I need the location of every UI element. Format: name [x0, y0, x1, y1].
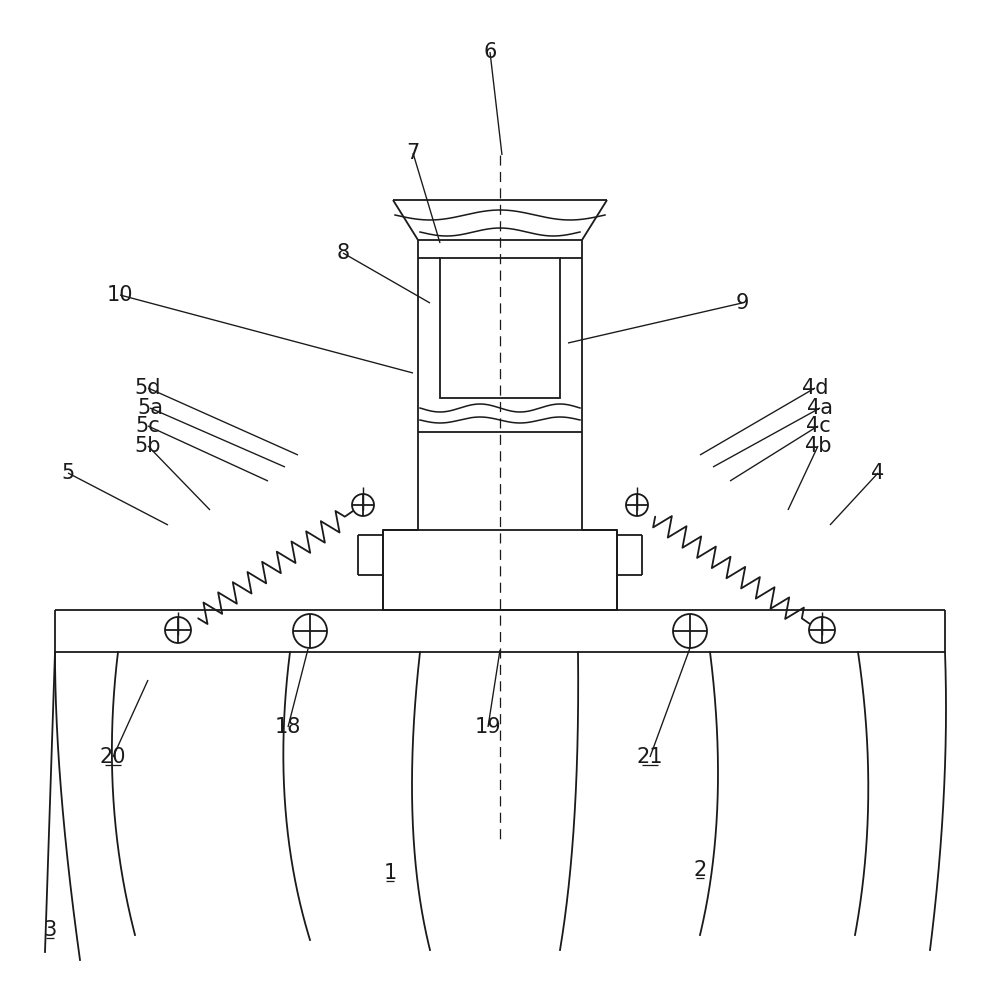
Text: 5a: 5a: [137, 398, 163, 418]
Text: 4d: 4d: [802, 378, 828, 398]
Text: 20: 20: [100, 747, 126, 767]
Text: 9: 9: [735, 293, 749, 313]
Text: 4c: 4c: [806, 416, 830, 436]
Text: 18: 18: [275, 717, 301, 737]
Text: 5c: 5c: [136, 416, 160, 436]
Text: 10: 10: [107, 285, 133, 305]
Text: 4b: 4b: [805, 436, 831, 456]
Text: 4a: 4a: [807, 398, 833, 418]
Text: 19: 19: [475, 717, 501, 737]
Text: 5: 5: [61, 463, 75, 483]
Text: 1: 1: [383, 863, 397, 883]
Text: 4: 4: [871, 463, 885, 483]
Bar: [383, 530, 617, 610]
Text: 21: 21: [637, 747, 663, 767]
Text: 5d: 5d: [135, 378, 161, 398]
Text: 3: 3: [43, 920, 57, 940]
Text: 5b: 5b: [135, 436, 161, 456]
Text: 8: 8: [336, 243, 350, 263]
Text: 6: 6: [483, 42, 497, 62]
Text: 7: 7: [406, 143, 420, 163]
Text: 2: 2: [693, 860, 707, 880]
Bar: [440, 258, 560, 398]
